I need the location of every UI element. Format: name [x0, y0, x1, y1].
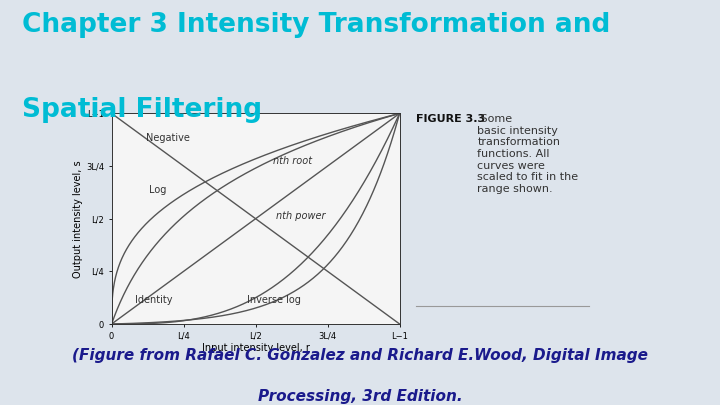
- Y-axis label: Output intensity level, s: Output intensity level, s: [73, 160, 83, 277]
- Text: Processing, 3rd Edition.: Processing, 3rd Edition.: [258, 389, 462, 404]
- Text: FIGURE 3.3: FIGURE 3.3: [416, 114, 485, 124]
- Text: Inverse log: Inverse log: [247, 295, 301, 305]
- Text: Identity: Identity: [135, 295, 172, 305]
- Text: (Figure from Rafael C. Gonzalez and Richard E.Wood, Digital Image: (Figure from Rafael C. Gonzalez and Rich…: [72, 348, 648, 363]
- Text: Some
basic intensity
transformation
functions. All
curves were
scaled to fit in : Some basic intensity transformation func…: [477, 114, 578, 194]
- Text: Log: Log: [149, 185, 166, 196]
- Text: Negative: Negative: [146, 133, 190, 143]
- Text: Chapter 3 Intensity Transformation and: Chapter 3 Intensity Transformation and: [22, 12, 610, 38]
- X-axis label: Input intensity level, r: Input intensity level, r: [202, 343, 310, 354]
- Text: Spatial Filtering: Spatial Filtering: [22, 97, 262, 123]
- Text: nth power: nth power: [276, 211, 325, 221]
- Text: nth root: nth root: [273, 156, 312, 166]
